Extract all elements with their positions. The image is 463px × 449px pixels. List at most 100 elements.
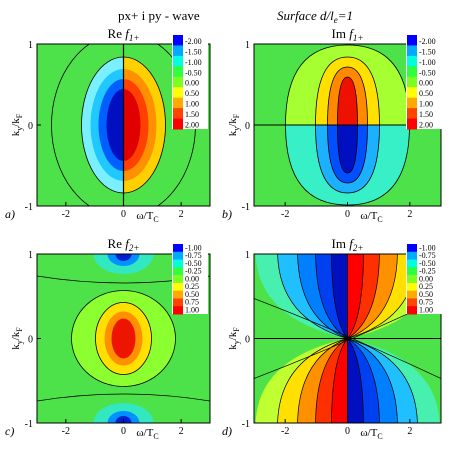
colorbar-label: 1.50 <box>185 110 199 119</box>
x-tick-label: 0 <box>121 209 126 220</box>
x-tick-label: 0 <box>345 426 350 437</box>
x-tick-label: -2 <box>281 209 289 220</box>
colorbar-swatch <box>407 251 417 261</box>
y-tick-label: 0 <box>245 335 250 346</box>
colorbar-swatch <box>407 55 417 67</box>
colorbar-label: -1.50 <box>419 47 436 56</box>
panel-title: Re f2+ <box>108 236 140 253</box>
x-tick-label: 0 <box>345 209 350 220</box>
colorbar: -2.00-1.50 -1.00-0.50 0.000.50 1.001.50 2.00 <box>406 35 442 130</box>
colorbar-label: -0.25 <box>185 267 202 276</box>
colorbar-swatch <box>173 306 183 315</box>
colorbar-swatch <box>173 66 183 78</box>
colorbar: -1.00-0.75-0.50-0.250.000.250.500.751.00 <box>172 243 208 315</box>
x-axis-label: ω/TC <box>136 210 158 224</box>
colorbar-label: 0.50 <box>185 89 199 98</box>
colorbar-swatch <box>173 87 183 99</box>
colorbar-label: -0.50 <box>185 259 202 268</box>
colorbar-swatch <box>173 259 183 268</box>
x-tick-label: -2 <box>62 426 70 437</box>
colorbar-label: 1.50 <box>419 110 433 119</box>
panel-label: b) <box>222 207 232 221</box>
y-axis-label: ky/kF <box>227 113 241 136</box>
figure-header-right: Surface d/le=1 <box>277 8 353 25</box>
panel-2: -2 0 2 -1 0 1 ω/TC ky/kF b) Im f1+ -2.00-1.50 -1.00… <box>222 26 442 224</box>
colorbar-label: 0.50 <box>419 290 433 299</box>
colorbar-label: -1.00 <box>419 58 436 67</box>
x-tick-label: -2 <box>62 209 70 220</box>
colorbar: -1.00-0.75-0.50-0.250.000.250.500.751.00 <box>406 243 442 315</box>
colorbar-swatch <box>407 244 417 253</box>
colorbar-swatch <box>173 244 183 253</box>
colorbar-label: -1.50 <box>185 47 202 56</box>
panel-title: Im f1+ <box>332 26 364 43</box>
colorbar-swatch <box>407 275 417 284</box>
y-tick-label: -1 <box>25 419 33 430</box>
panel-label: a) <box>5 207 15 221</box>
colorbar-label: 2.00 <box>419 121 433 130</box>
colorbar-label: -2.00 <box>419 37 436 46</box>
colorbar-label: -0.50 <box>419 259 436 268</box>
colorbar-swatch <box>173 76 183 88</box>
x-axis-label: ω/TC <box>360 427 382 441</box>
colorbar-swatch <box>407 259 417 268</box>
panel-title: Im f2+ <box>332 236 364 253</box>
colorbar-label: -0.75 <box>185 251 202 260</box>
colorbar-swatch <box>407 282 417 292</box>
y-axis-label: ky/kF <box>227 327 241 350</box>
panel-3: -2 0 2 -1 0 1 ω/TC ky/kF c) Re f2+ -1.00-0.75-0.50… <box>5 236 211 441</box>
colorbar-label: 0.50 <box>419 89 433 98</box>
colorbar-swatch <box>173 275 183 284</box>
y-tick-label: 0 <box>245 121 250 132</box>
colorbar-label: 0.75 <box>185 298 199 307</box>
x-tick-label: 2 <box>407 209 412 220</box>
y-tick-label: -1 <box>242 419 250 430</box>
colorbar-label: -0.75 <box>419 251 436 260</box>
colorbar-swatch <box>407 66 417 78</box>
colorbar-label: -1.00 <box>419 243 436 252</box>
colorbar-label: 0.00 <box>185 79 199 88</box>
x-axis-label: ω/TC <box>360 210 382 224</box>
colorbar-swatch <box>173 290 183 299</box>
colorbar-swatch <box>407 108 417 120</box>
panel-label: d) <box>222 424 232 438</box>
x-tick-label: -2 <box>281 426 289 437</box>
colorbar-swatch <box>173 267 183 276</box>
colorbar-swatch <box>407 97 417 109</box>
colorbar-swatch <box>173 251 183 261</box>
y-tick-label: -1 <box>25 202 33 213</box>
colorbar-label: 0.00 <box>419 274 433 283</box>
colorbar-swatch <box>173 108 183 120</box>
x-tick-label: 2 <box>179 209 184 220</box>
x-tick-label: 2 <box>179 426 184 437</box>
colorbar-label: -2.00 <box>185 37 202 46</box>
colorbar-swatch <box>173 55 183 67</box>
colorbar-swatch <box>407 298 417 307</box>
y-tick-label: -1 <box>242 202 250 213</box>
colorbar-label: 0.00 <box>185 274 199 283</box>
colorbar-swatch <box>173 298 183 307</box>
colorbar-swatch <box>173 97 183 109</box>
colorbar-label: 0.25 <box>419 282 433 291</box>
colorbar-swatch <box>407 35 417 46</box>
colorbar-label: -0.50 <box>185 68 202 77</box>
colorbar-label: 1.00 <box>419 100 433 109</box>
colorbar-swatch <box>173 35 183 46</box>
y-tick-label: 1 <box>28 40 33 51</box>
colorbar-label: 1.00 <box>419 306 433 315</box>
colorbar-swatch <box>173 282 183 292</box>
panel-1: -2 0 2 -1 0 1 ω/TC ky/kF a) Re f1+ -2.00-1.50 -1.00… <box>5 26 211 224</box>
y-tick-label: 1 <box>245 40 250 51</box>
colorbar-label: 2.00 <box>185 121 199 130</box>
y-tick-label: 0 <box>28 121 33 132</box>
colorbar-label: 1.00 <box>185 100 199 109</box>
x-axis-label: ω/TC <box>136 427 158 441</box>
colorbar-swatch <box>407 76 417 88</box>
plot-area <box>254 254 441 423</box>
y-tick-label: 0 <box>28 335 33 346</box>
colorbar-swatch <box>173 118 183 130</box>
colorbar-swatch <box>407 118 417 130</box>
colorbar-label: -0.25 <box>419 267 436 276</box>
colorbar-swatch <box>173 45 183 57</box>
